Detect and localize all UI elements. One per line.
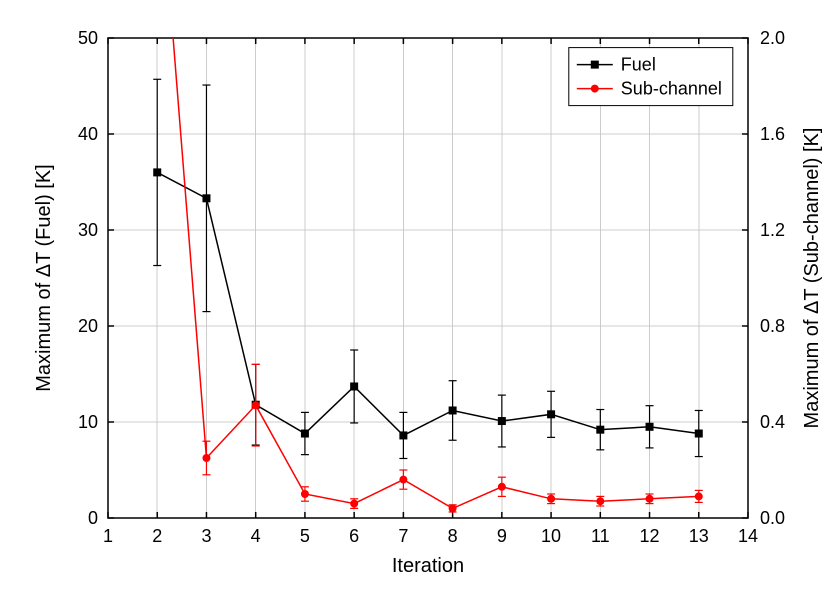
x-tick-label: 5 (300, 526, 310, 546)
x-tick-label: 14 (738, 526, 758, 546)
x-tick-label: 3 (201, 526, 211, 546)
y-left-axis-label: Maximum of ΔT (Fuel) [K] (33, 164, 55, 391)
x-tick-label: 7 (398, 526, 408, 546)
y-right-tick-label: 0.0 (760, 508, 785, 528)
y-left-tick-label: 0 (88, 508, 98, 528)
x-tick-label: 1 (103, 526, 113, 546)
y-left-tick-label: 50 (78, 28, 98, 48)
x-axis-label: Iteration (392, 555, 464, 577)
x-tick-label: 6 (349, 526, 359, 546)
chart-svg: 1234567891011121314010203040500.00.40.81… (0, 0, 839, 607)
legend: Fuel Sub-channel (569, 48, 733, 106)
x-tick-label: 12 (640, 526, 660, 546)
x-tick-label: 10 (541, 526, 561, 546)
x-tick-label: 11 (591, 526, 610, 546)
y-right-tick-label: 0.4 (760, 412, 785, 432)
y-right-tick-label: 1.2 (760, 220, 785, 240)
legend-label: Fuel (621, 55, 656, 75)
x-tick-label: 9 (497, 526, 507, 546)
y-right-axis-label: Maximum of ΔT (Sub-channel) [K] (801, 128, 823, 429)
y-right-tick-label: 0.8 (760, 316, 785, 336)
y-right-tick-label: 1.6 (760, 124, 785, 144)
x-tick-label: 8 (448, 526, 458, 546)
y-left-tick-label: 20 (78, 316, 98, 336)
legend-label: Sub-channel (621, 79, 722, 99)
x-tick-label: 2 (152, 526, 162, 546)
x-tick-label: 4 (251, 526, 261, 546)
y-left-tick-label: 10 (78, 412, 98, 432)
x-tick-label: 13 (689, 526, 709, 546)
y-right-tick-label: 2.0 (760, 28, 785, 48)
y-left-tick-label: 30 (78, 220, 98, 240)
y-left-tick-label: 40 (78, 124, 98, 144)
chart-container: 1234567891011121314010203040500.00.40.81… (0, 0, 839, 607)
